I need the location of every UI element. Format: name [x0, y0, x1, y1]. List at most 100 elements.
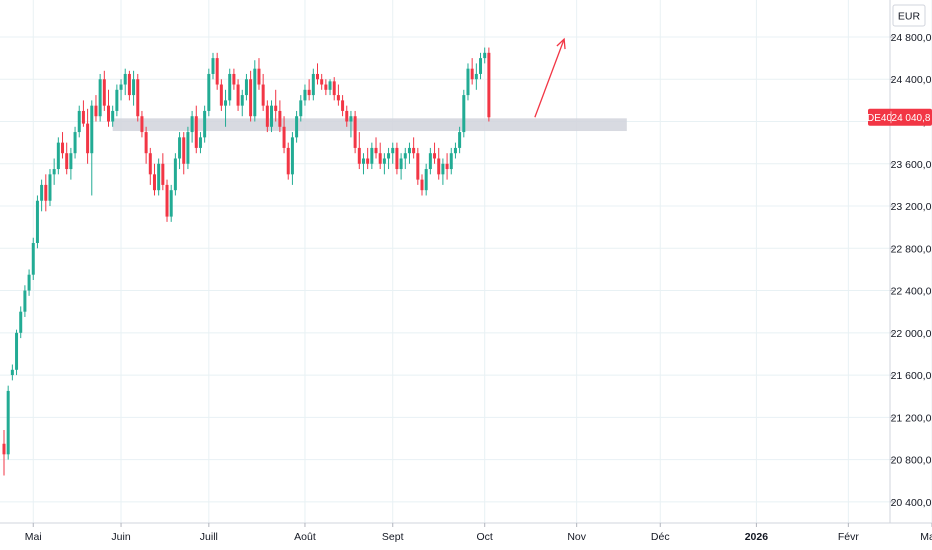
candle-body: [6, 390, 10, 455]
y-tick-label: 22 400,0: [891, 286, 932, 298]
candle-body: [232, 73, 236, 85]
candle-body: [203, 110, 207, 138]
candle-body: [361, 158, 365, 164]
y-tick-label: 20 800,0: [891, 455, 932, 467]
candle-down: [470, 58, 474, 85]
candle-body: [31, 243, 35, 275]
y-tick-label: 21 200,0: [891, 412, 932, 424]
candle-up: [244, 73, 248, 101]
arrow-shaft: [534, 38, 565, 118]
candle-body: [2, 443, 6, 455]
candle-up: [387, 147, 391, 170]
candle-body: [98, 79, 102, 117]
candle-body: [115, 89, 119, 111]
candle-body: [136, 79, 140, 117]
candle-up: [48, 169, 52, 207]
candle-body: [253, 68, 257, 117]
candle-up: [458, 126, 462, 154]
candle-up: [453, 142, 457, 159]
x-tick-label: Nov: [567, 531, 586, 543]
x-tick-label: 2026: [745, 531, 769, 543]
candle-up: [90, 100, 94, 196]
candle-body: [215, 58, 219, 85]
candle-up: [77, 105, 81, 138]
x-tick-label: Déc: [651, 531, 670, 543]
candle-body: [244, 79, 248, 96]
candle-body: [219, 84, 223, 106]
support-zone-rect[interactable]: [112, 118, 627, 132]
candle-body: [107, 105, 110, 122]
currency-badge[interactable]: EUR: [892, 4, 926, 27]
candle-down: [336, 84, 340, 106]
candle-down: [420, 174, 424, 196]
x-tick-label: Mai: [25, 531, 42, 543]
candle-down: [136, 73, 140, 122]
candle-body: [152, 174, 156, 191]
candle-body: [119, 84, 123, 90]
candle-body: [228, 73, 232, 101]
candle-up: [349, 110, 353, 138]
candle-down: [274, 89, 278, 122]
candle-body: [65, 153, 69, 170]
candle-up: [123, 68, 127, 96]
candle-down: [61, 132, 65, 159]
candle-body: [236, 84, 240, 106]
candle-down: [161, 153, 165, 191]
candle-down: [353, 110, 357, 154]
candle-up: [198, 132, 202, 154]
x-tick-label: Mars: [920, 531, 932, 543]
candle-body: [370, 147, 374, 164]
candle-body: [316, 73, 319, 80]
candle-up: [10, 364, 14, 381]
projection-arrow[interactable]: [534, 37, 566, 118]
candle-down: [127, 70, 131, 101]
candle-up: [40, 179, 44, 212]
candle-up: [211, 52, 215, 80]
y-tick-label: 24 800,0: [891, 32, 932, 44]
candle-up: [299, 95, 303, 122]
candle-up: [19, 306, 23, 339]
candle-body: [173, 158, 177, 191]
candle-body: [320, 79, 324, 85]
time-axis[interactable]: Mai Juin Juill Août Sept Oct Nov Déc 2026 Févr Mar…: [25, 523, 932, 543]
candle-body: [69, 153, 73, 170]
candle-body: [487, 52, 491, 118]
candle-down: [182, 132, 186, 175]
candle-body: [366, 158, 370, 164]
candle-down: [257, 58, 261, 90]
candle-body: [211, 58, 215, 74]
symbol-label: DE40: [867, 113, 892, 124]
candle-body: [61, 142, 65, 154]
candle-body: [144, 132, 148, 154]
candle-down: [65, 142, 69, 175]
candle-down: [487, 47, 491, 122]
price-axis[interactable]: 20 400,0 20 800,0 21 200,0 21 600,0 22 000,0…: [890, 32, 932, 509]
candle-body: [462, 95, 466, 133]
candle-body: [286, 147, 290, 175]
candle-up: [115, 84, 119, 117]
candle-up: [27, 269, 31, 296]
candle-down: [357, 132, 361, 170]
candle-down: [44, 174, 48, 212]
x-tick-label: Févr: [838, 531, 860, 543]
candle-up: [290, 132, 294, 185]
last-price-label: DE40 24 040,8: [867, 108, 932, 126]
candle-up: [474, 63, 478, 90]
arrow-head: [556, 37, 566, 50]
candle-up: [428, 147, 432, 175]
candle-body: [249, 79, 253, 117]
candle-body: [56, 142, 60, 170]
candle-down: [232, 68, 236, 90]
candle-body: [52, 169, 56, 175]
candle-down: [278, 100, 282, 133]
candle-up: [479, 52, 483, 80]
candle-body: [165, 184, 169, 217]
candle-body: [479, 58, 483, 74]
candle-down: [345, 105, 349, 127]
candle-body: [449, 153, 453, 170]
candle-body: [15, 332, 19, 370]
candle-body: [295, 116, 299, 138]
candle-down: [236, 79, 240, 111]
